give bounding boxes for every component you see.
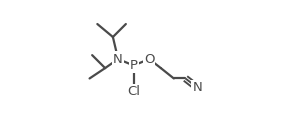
Text: N: N — [113, 53, 123, 66]
Text: P: P — [130, 59, 138, 72]
Text: Cl: Cl — [127, 85, 140, 98]
Text: N: N — [192, 81, 202, 94]
Text: O: O — [144, 53, 154, 66]
